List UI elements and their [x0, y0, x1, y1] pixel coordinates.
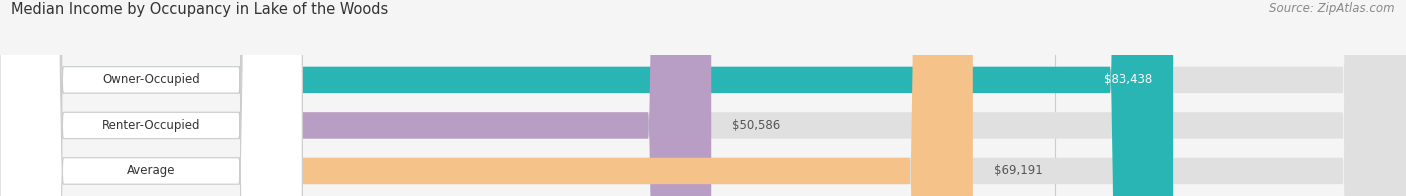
FancyBboxPatch shape — [0, 0, 711, 196]
FancyBboxPatch shape — [0, 0, 302, 196]
Text: $69,191: $69,191 — [994, 164, 1043, 177]
FancyBboxPatch shape — [0, 0, 302, 196]
Text: Source: ZipAtlas.com: Source: ZipAtlas.com — [1270, 2, 1395, 15]
Text: Average: Average — [127, 164, 176, 177]
Text: Owner-Occupied: Owner-Occupied — [103, 74, 200, 86]
FancyBboxPatch shape — [0, 0, 973, 196]
Text: Renter-Occupied: Renter-Occupied — [101, 119, 201, 132]
Text: $50,586: $50,586 — [733, 119, 780, 132]
FancyBboxPatch shape — [0, 0, 302, 196]
FancyBboxPatch shape — [0, 0, 1173, 196]
Text: $83,438: $83,438 — [1104, 74, 1152, 86]
Text: Median Income by Occupancy in Lake of the Woods: Median Income by Occupancy in Lake of th… — [11, 2, 388, 17]
